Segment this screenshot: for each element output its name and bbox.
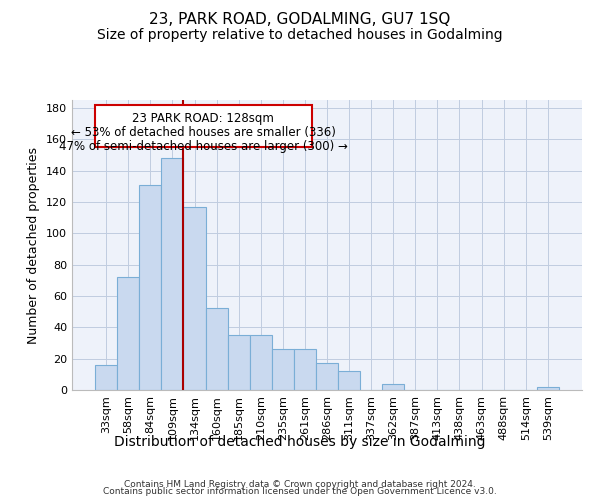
Bar (272, 349, 294, 390)
Bar (338, 371, 360, 390)
Bar (294, 349, 316, 390)
Text: 47% of semi-detached houses are larger (300) →: 47% of semi-detached houses are larger (… (59, 140, 348, 153)
Bar (161, 158, 184, 390)
Text: 23, PARK ROAD, GODALMING, GU7 1SQ: 23, PARK ROAD, GODALMING, GU7 1SQ (149, 12, 451, 28)
Bar (117, 277, 139, 390)
Bar (250, 335, 272, 390)
FancyBboxPatch shape (95, 104, 311, 147)
Y-axis label: Number of detached properties: Number of detached properties (28, 146, 40, 344)
Text: Distribution of detached houses by size in Godalming: Distribution of detached houses by size … (114, 435, 486, 449)
Text: Contains public sector information licensed under the Open Government Licence v3: Contains public sector information licen… (103, 488, 497, 496)
Text: ← 53% of detached houses are smaller (336): ← 53% of detached houses are smaller (33… (71, 126, 336, 139)
Bar (537, 387, 559, 390)
Text: Contains HM Land Registry data © Crown copyright and database right 2024.: Contains HM Land Registry data © Crown c… (124, 480, 476, 489)
Text: 23 PARK ROAD: 128sqm: 23 PARK ROAD: 128sqm (133, 112, 274, 125)
Bar (382, 384, 404, 390)
Bar (184, 206, 206, 390)
Bar (95, 365, 117, 390)
Bar (227, 335, 250, 390)
Bar (206, 308, 227, 390)
Text: Size of property relative to detached houses in Godalming: Size of property relative to detached ho… (97, 28, 503, 42)
Bar (316, 364, 338, 390)
Bar (139, 184, 161, 390)
